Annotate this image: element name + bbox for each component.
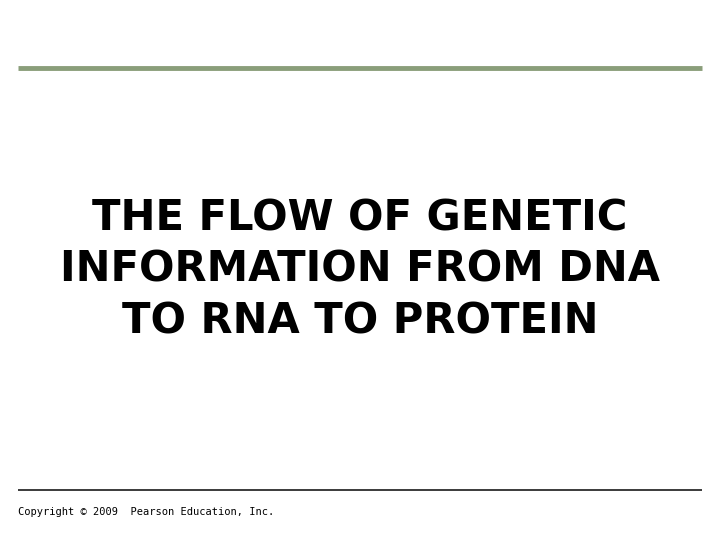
Text: THE FLOW OF GENETIC
INFORMATION FROM DNA
TO RNA TO PROTEIN: THE FLOW OF GENETIC INFORMATION FROM DNA…: [60, 197, 660, 343]
Text: Copyright © 2009  Pearson Education, Inc.: Copyright © 2009 Pearson Education, Inc.: [18, 507, 274, 517]
